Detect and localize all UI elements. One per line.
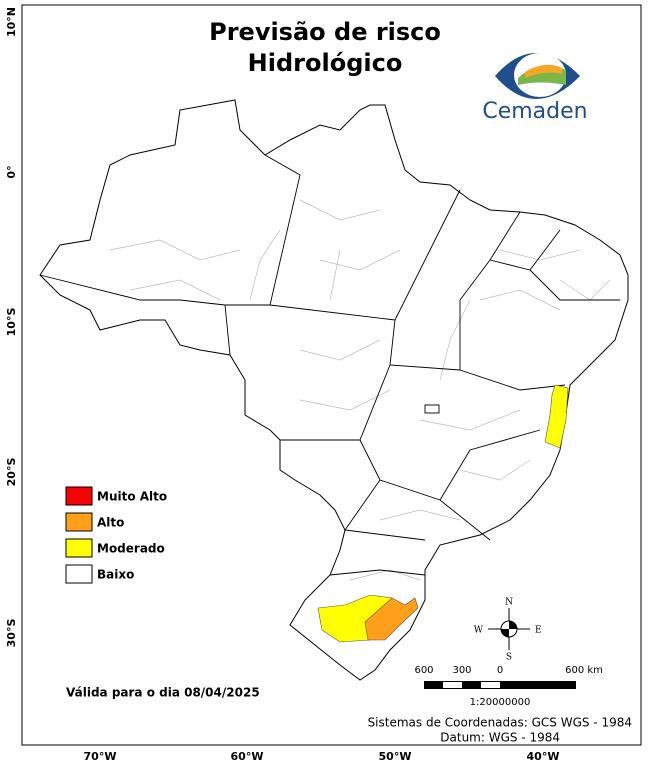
municipal-borders: [109, 199, 611, 581]
legend-swatch: [65, 512, 93, 532]
legend-label: Muito Alto: [97, 490, 167, 504]
legend: Muito Alto Alto Moderado Baixo: [65, 486, 167, 584]
lat-label: 30°S: [5, 619, 18, 648]
map-title: Hidrológico: [248, 49, 403, 77]
compass-label: E: [535, 626, 542, 636]
legend-label: Baixo: [97, 568, 134, 582]
lat-label: 10°N: [5, 7, 18, 37]
legend-swatch: [65, 486, 93, 506]
scale-bar: 600 300 0 600 km 1:20000000: [414, 665, 602, 708]
legend-label: Moderado: [97, 542, 165, 556]
state-borders: [39, 154, 620, 576]
logo: Cemaden: [482, 53, 588, 124]
scale-label: 600 km: [565, 665, 603, 676]
logo-text: Cemaden: [482, 99, 587, 124]
legend-label: Alto: [97, 516, 124, 530]
country-outline: [39, 99, 629, 681]
lon-label: 40°W: [527, 750, 560, 763]
risk-area-moderate: [544, 384, 569, 449]
compass-label: S: [506, 653, 512, 663]
scale-label: 300: [452, 665, 471, 676]
map-title: Previsão de risco: [209, 18, 441, 46]
legend-swatch: [65, 564, 93, 584]
graticule-labels: 10°N 0° 10°S 20°S 30°S 70°W 60°W 50°W 40°W: [5, 7, 559, 763]
lon-label: 50°W: [379, 750, 412, 763]
compass: N S E W: [474, 598, 542, 663]
credits: Sistemas de Coordenadas: GCS WGS - 1984: [368, 716, 632, 730]
compass-label: N: [505, 598, 513, 608]
lat-label: 20°S: [5, 458, 18, 487]
lon-label: 60°W: [231, 750, 264, 763]
compass-label: W: [474, 626, 484, 636]
legend-swatch: [65, 538, 93, 558]
lat-label: 10°S: [5, 308, 18, 337]
lat-label: 0°: [5, 165, 18, 178]
scale-label: 600: [414, 665, 433, 676]
scale-ratio: 1:20000000: [470, 697, 531, 708]
valid-date: Válida para o dia 08/04/2025: [66, 686, 260, 700]
risk-area-high: [364, 597, 419, 641]
scale-label: 0: [497, 665, 503, 676]
credits: Datum: WGS - 1984: [440, 731, 560, 745]
lon-label: 70°W: [84, 750, 117, 763]
